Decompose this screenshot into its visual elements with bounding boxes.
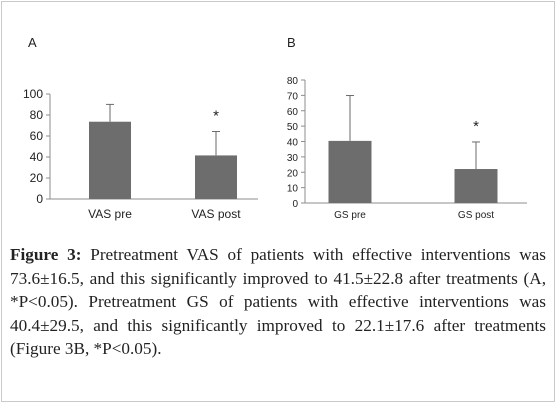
y-tick-label-b: 40 [287, 138, 299, 149]
panel-label-b: B [287, 35, 296, 50]
category-label-a-1: VAS pre [88, 207, 132, 221]
y-tick-label-b: 70 [287, 91, 299, 102]
y-tick-label-b: 60 [287, 107, 299, 118]
significance-mark-b-2: * [473, 118, 479, 135]
y-tick-label-a: 100 [23, 87, 43, 101]
category-label-b-2: GS post [458, 210, 494, 221]
y-tick-label-b: 30 [287, 153, 299, 164]
bar-a-2 [195, 155, 237, 199]
bar-a-1 [89, 121, 131, 199]
bar-b-2 [454, 169, 498, 203]
y-tick-label-b: 0 [292, 199, 298, 210]
y-tick-label-a: 0 [36, 192, 43, 206]
y-tick-label-a: 40 [30, 150, 44, 164]
panel-label-a: A [28, 35, 37, 50]
y-tick-label-b: 20 [287, 168, 299, 179]
y-tick-label-a: 60 [30, 129, 44, 143]
caption-text: Pretreatment VAS of patients with effect… [10, 245, 546, 359]
y-tick-label-a: 20 [30, 171, 44, 185]
y-tick-label-b: 10 [287, 184, 299, 195]
y-tick-label-b: 80 [287, 76, 299, 87]
category-label-b-1: GS pre [334, 210, 366, 221]
caption-label: Figure 3: [10, 245, 82, 264]
y-tick-label-a: 80 [30, 108, 44, 122]
y-tick-label-b: 50 [287, 122, 299, 133]
figure-charts: A 0 20 40 60 80 100 VAS pre * VAS post B 0 10 20 30 40 5… [23, 35, 527, 221]
significance-mark-a-2: * [213, 107, 219, 124]
category-label-a-2: VAS post [191, 207, 241, 221]
bar-b-1 [328, 140, 372, 203]
figure-caption: Figure 3: Pretreatment VAS of patients w… [10, 243, 546, 361]
